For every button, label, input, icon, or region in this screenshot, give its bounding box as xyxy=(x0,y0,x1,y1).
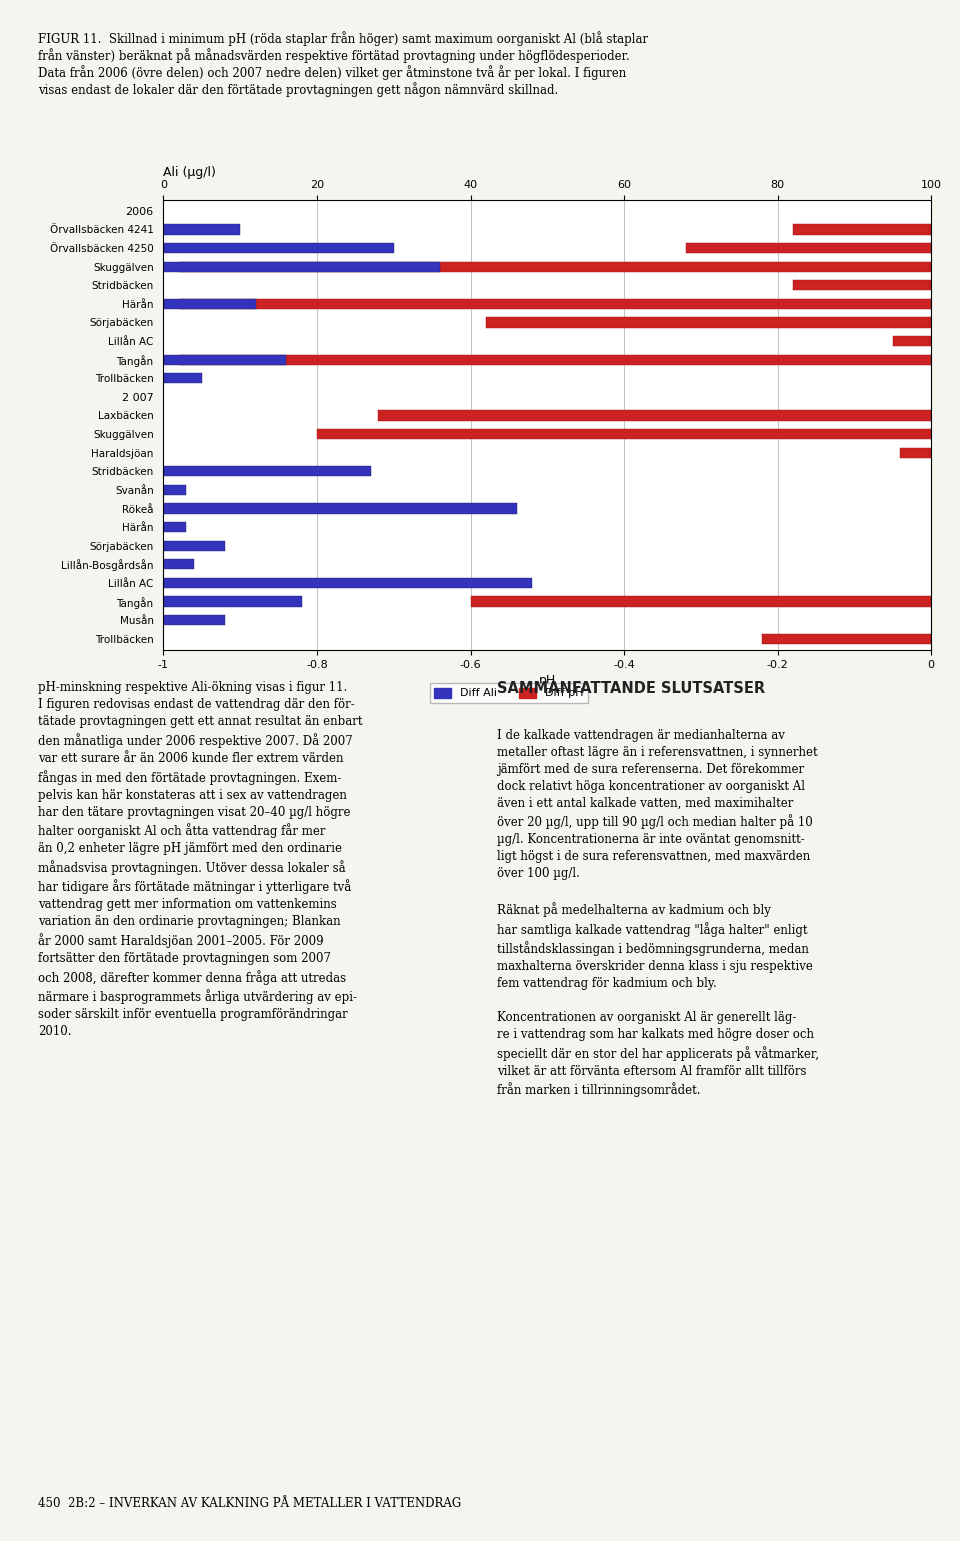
Bar xyxy=(470,596,931,607)
Text: SAMMANFATTANDE SLUTSATSER: SAMMANFATTANDE SLUTSATSER xyxy=(497,681,765,697)
Bar xyxy=(163,504,516,513)
Bar xyxy=(179,354,931,365)
Legend: Diff Ali, Diff pH: Diff Ali, Diff pH xyxy=(430,683,588,703)
Text: 450  2B:2 – INVERKAN AV KALKNING PÅ METALLER I VATTENDRAG: 450 2B:2 – INVERKAN AV KALKNING PÅ METAL… xyxy=(38,1498,462,1510)
Text: pH-minskning respektive Ali-ökning visas i figur 11.
I figuren redovisas endast : pH-minskning respektive Ali-ökning visas… xyxy=(38,681,363,1039)
Text: I de kalkade vattendragen är medianhalterna av
metaller oftast lägre än i refere: I de kalkade vattendragen är medianhalte… xyxy=(497,729,819,1097)
Bar xyxy=(163,485,186,495)
Bar xyxy=(179,299,931,310)
Bar xyxy=(378,410,931,421)
Bar xyxy=(762,633,931,644)
Bar xyxy=(163,578,532,589)
Bar xyxy=(163,596,301,607)
Bar xyxy=(317,428,931,439)
Bar xyxy=(163,373,202,384)
X-axis label: Ali (µg/l): Ali (µg/l) xyxy=(163,166,216,179)
Bar xyxy=(163,467,371,476)
X-axis label: pH: pH xyxy=(539,673,556,687)
Bar xyxy=(793,225,931,234)
Bar xyxy=(179,262,931,271)
Bar xyxy=(163,225,240,234)
Bar xyxy=(163,354,286,365)
Bar xyxy=(900,447,931,458)
Bar xyxy=(793,280,931,290)
Bar xyxy=(163,615,225,626)
Bar xyxy=(685,243,931,253)
Bar xyxy=(163,559,194,570)
Bar xyxy=(893,336,931,347)
Bar xyxy=(163,299,255,310)
Bar xyxy=(163,522,186,532)
Bar xyxy=(163,541,225,550)
Text: FIGUR 11.  Skillnad i minimum pH (röda staplar från höger) samt maximum oorganis: FIGUR 11. Skillnad i minimum pH (röda st… xyxy=(38,31,649,97)
Bar xyxy=(163,262,440,271)
Bar xyxy=(486,317,931,328)
Bar xyxy=(163,243,394,253)
